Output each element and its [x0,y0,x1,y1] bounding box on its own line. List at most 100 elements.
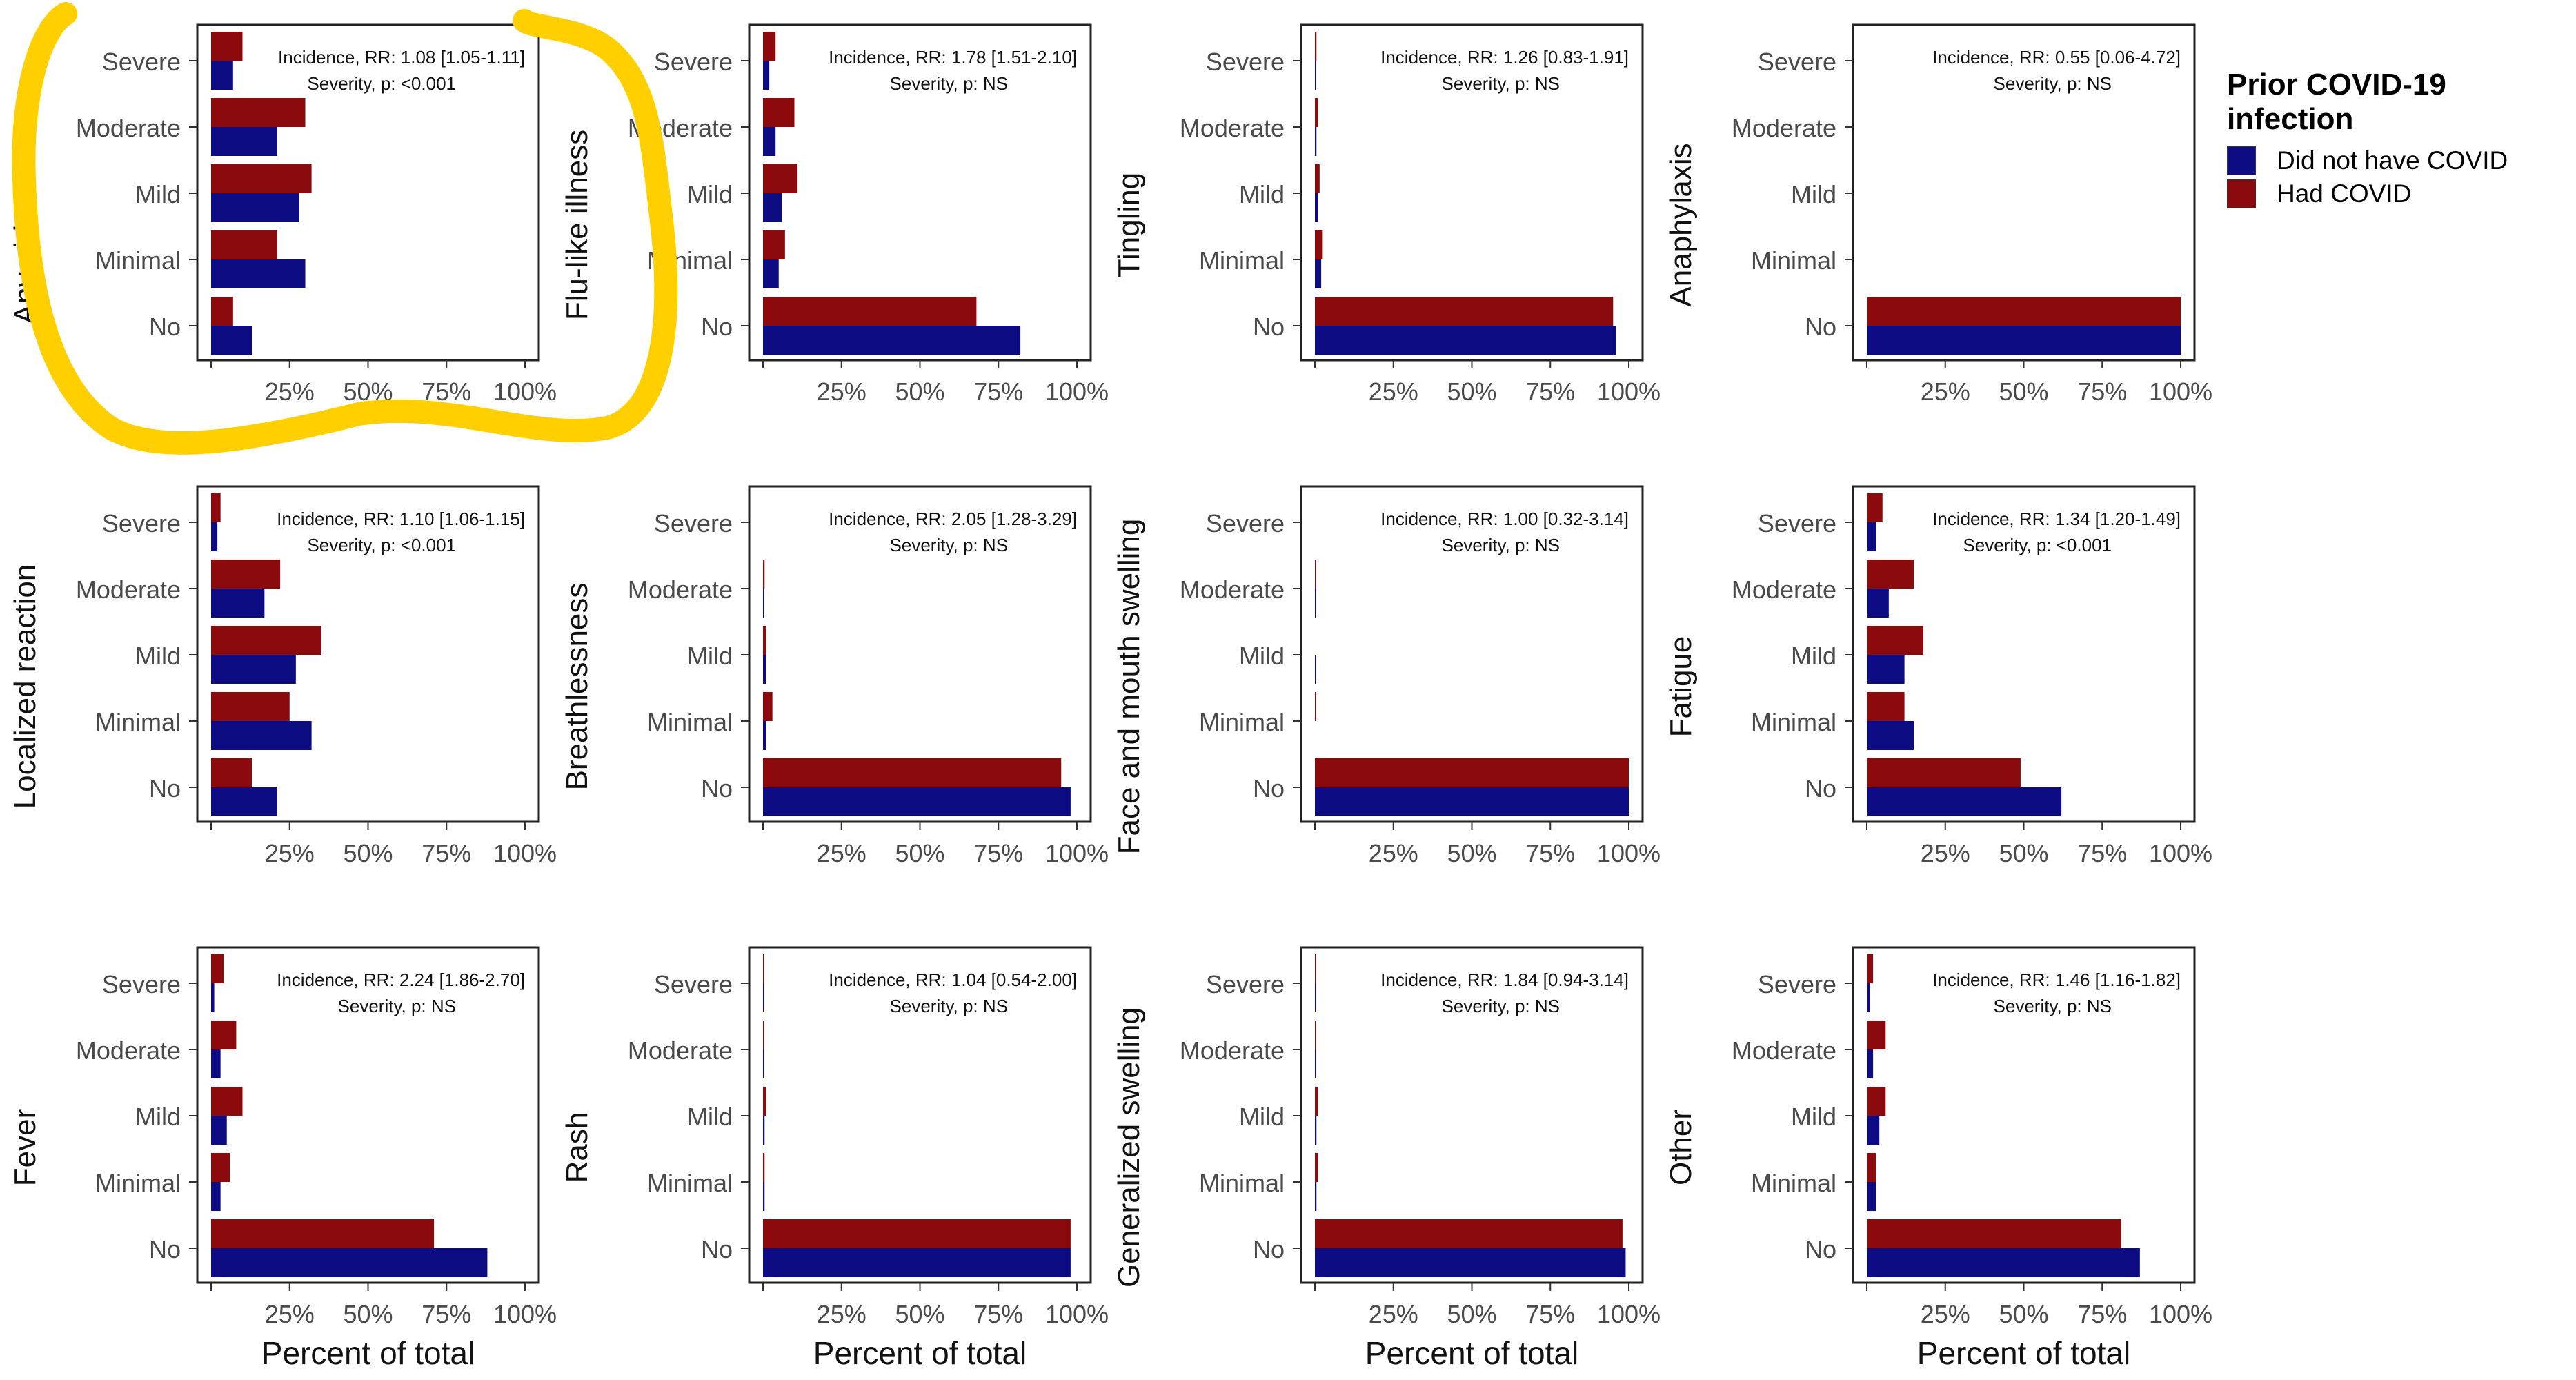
bar-generalized-swelling-moderate-had-covid [1315,1021,1316,1049]
panel-title-rash: Rash [560,1112,594,1183]
x-tick-label-face-and-mouth-swelling-50: 50% [1447,839,1496,867]
x-tick-label-generalized-swelling-75: 75% [1525,1300,1575,1328]
x-tick-label-any-side-effect-25: 25% [265,377,315,406]
panel-title-fever: Fever [8,1109,42,1186]
y-tick-label-flu-like-illness-mild: Mild [687,180,733,208]
bar-face-and-mouth-swelling-no-had-covid [1315,758,1629,787]
bar-anaphylaxis-no-had-covid [1867,297,2181,326]
x-axis-title-fever: Percent of total [261,1335,475,1371]
panel-title-anaphylaxis: Anaphylaxis [1664,143,1698,306]
x-tick-label-face-and-mouth-swelling-25: 25% [1369,839,1418,867]
bar-fever-minimal-had-covid [211,1153,230,1182]
bar-other-mild-did-not-have-covid [1867,1116,1880,1145]
x-tick-label-tingling-75: 75% [1525,377,1575,406]
y-tick-label-fever-severe: Severe [102,970,181,998]
bar-rash-severe-did-not-have-covid [763,983,764,1012]
x-tick-label-rash-75: 75% [973,1300,1023,1328]
bar-other-no-had-covid [1867,1219,2121,1248]
legend-item-no-covid: Did not have COVID [2227,145,2576,177]
bar-any-side-effect-moderate-had-covid [211,98,306,127]
bar-tingling-no-did-not-have-covid [1315,326,1616,355]
y-tick-label-generalized-swelling-no: No [1253,1235,1285,1263]
bar-fever-no-had-covid [211,1219,435,1248]
bar-breathlessness-mild-did-not-have-covid [763,655,766,684]
annotation-severity-tingling: Severity, p: NS [1442,73,1560,94]
y-tick-label-rash-mild: Mild [687,1103,733,1131]
bar-flu-like-illness-mild-did-not-have-covid [763,193,782,222]
y-tick-label-tingling-moderate: Moderate [1180,114,1285,142]
bar-fatigue-mild-did-not-have-covid [1867,655,1905,684]
x-axis-title-other: Percent of total [1917,1335,2130,1371]
legend-label-had-covid: Had COVID [2277,179,2412,208]
annotation-incidence-fatigue: Incidence, RR: 1.34 [1.20-1.49] [1932,509,2181,529]
y-tick-label-any-side-effect-minimal: Minimal [95,246,181,275]
bar-other-moderate-did-not-have-covid [1867,1049,1874,1078]
bar-rash-minimal-had-covid [763,1153,765,1182]
bar-rash-no-had-covid [763,1219,1071,1248]
x-tick-label-face-and-mouth-swelling-100: 100% [1597,839,1661,867]
panel-title-flu-like-illness: Flu-like illness [560,130,594,320]
bar-rash-mild-did-not-have-covid [763,1116,765,1145]
y-tick-label-fatigue-no: No [1805,774,1836,802]
annotation-incidence-localized-reaction: Incidence, RR: 1.10 [1.06-1.15] [277,509,525,529]
x-tick-label-other-100: 100% [2149,1300,2212,1328]
bar-flu-like-illness-minimal-did-not-have-covid [763,259,779,288]
y-tick-label-fatigue-mild: Mild [1791,642,1836,670]
y-tick-label-breathlessness-moderate: Moderate [628,575,733,604]
bar-other-severe-did-not-have-covid [1867,983,1870,1012]
bar-face-and-mouth-swelling-moderate-had-covid [1315,560,1316,589]
highlight-marker-stroke [12,2,678,455]
bar-other-no-did-not-have-covid [1867,1248,2140,1277]
y-tick-label-fever-minimal: Minimal [95,1169,181,1197]
bar-tingling-severe-had-covid [1315,32,1317,61]
y-tick-label-other-no: No [1805,1235,1836,1263]
y-tick-label-rash-no: No [701,1235,733,1263]
y-tick-label-other-moderate: Moderate [1732,1036,1836,1065]
y-tick-label-fatigue-moderate: Moderate [1732,575,1836,604]
bar-tingling-moderate-did-not-have-covid [1315,127,1317,156]
x-tick-label-tingling-25: 25% [1369,377,1418,406]
x-tick-label-fever-50: 50% [343,1300,393,1328]
bar-flu-like-illness-no-had-covid [763,297,977,326]
y-tick-label-other-mild: Mild [1791,1103,1836,1131]
x-tick-label-tingling-100: 100% [1597,377,1661,406]
bar-rash-moderate-did-not-have-covid [763,1049,764,1078]
bar-any-side-effect-severe-did-not-have-covid [211,61,233,90]
annotation-severity-fever: Severity, p: NS [338,996,456,1016]
x-tick-label-breathlessness-25: 25% [817,839,866,867]
x-tick-label-anaphylaxis-75: 75% [2077,377,2127,406]
bar-tingling-minimal-did-not-have-covid [1315,259,1322,288]
y-tick-label-fatigue-minimal: Minimal [1751,708,1836,736]
y-tick-label-generalized-swelling-severe: Severe [1206,970,1285,998]
y-tick-label-breathlessness-severe: Severe [654,509,733,538]
bar-fatigue-mild-had-covid [1867,626,1923,655]
x-tick-label-fever-25: 25% [265,1300,315,1328]
bar-fatigue-minimal-did-not-have-covid [1867,721,1914,750]
annotation-severity-flu-like-illness: Severity, p: NS [890,73,1008,94]
bar-tingling-mild-had-covid [1315,164,1320,193]
y-tick-label-any-side-effect-no: No [149,313,181,341]
bar-fatigue-no-had-covid [1867,758,2021,787]
y-tick-label-localized-reaction-minimal: Minimal [95,708,181,736]
bar-rash-minimal-did-not-have-covid [763,1182,765,1211]
bar-other-mild-had-covid [1867,1087,1886,1116]
bar-fever-moderate-did-not-have-covid [211,1049,221,1078]
x-tick-label-rash-25: 25% [817,1300,866,1328]
bar-generalized-swelling-no-did-not-have-covid [1315,1248,1626,1277]
bar-any-side-effect-moderate-did-not-have-covid [211,127,277,156]
x-tick-label-flu-like-illness-100: 100% [1045,377,1109,406]
bar-fatigue-severe-had-covid [1867,493,1883,522]
bar-any-side-effect-mild-did-not-have-covid [211,193,299,222]
bar-face-and-mouth-swelling-minimal-had-covid [1315,692,1316,721]
bar-any-side-effect-no-had-covid [211,297,233,326]
bar-generalized-swelling-minimal-did-not-have-covid [1315,1182,1317,1211]
panel-title-generalized-swelling: Generalized swelling [1112,1007,1146,1288]
bar-localized-reaction-mild-did-not-have-covid [211,655,296,684]
y-tick-label-face-and-mouth-swelling-mild: Mild [1239,642,1285,670]
bar-any-side-effect-mild-had-covid [211,164,312,193]
bar-anaphylaxis-no-did-not-have-covid [1867,326,2181,355]
y-tick-label-flu-like-illness-severe: Severe [654,48,733,76]
annotation-severity-fatigue: Severity, p: <0.001 [1963,535,2112,555]
x-tick-label-generalized-swelling-25: 25% [1369,1300,1418,1328]
x-axis-title-generalized-swelling: Percent of total [1365,1335,1578,1371]
